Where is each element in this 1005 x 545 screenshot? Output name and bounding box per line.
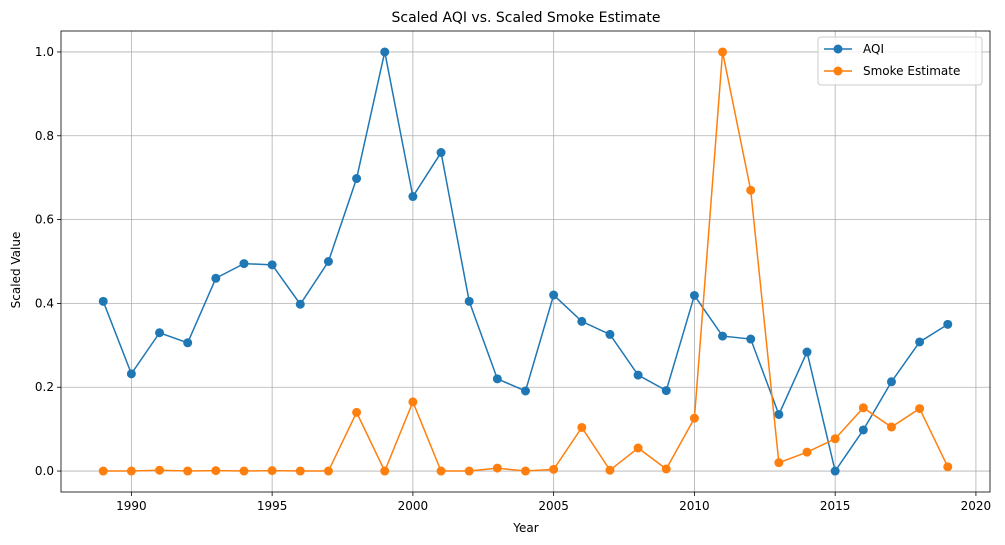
data-point: [886, 377, 896, 387]
data-point: [380, 47, 390, 57]
data-point: [943, 319, 953, 329]
data-point: [549, 464, 559, 474]
x-tick-label: 1995: [257, 499, 288, 513]
data-point: [830, 434, 840, 444]
data-point: [126, 369, 136, 379]
y-tick-label: 0.2: [35, 380, 54, 394]
data-point: [886, 422, 896, 432]
data-point: [858, 425, 868, 435]
data-point: [464, 466, 474, 476]
data-point: [98, 466, 108, 476]
x-tick-label: 1990: [116, 499, 147, 513]
data-point: [323, 257, 333, 266]
data-point: [239, 466, 249, 476]
y-axis-label: Scaled Value: [9, 232, 23, 309]
legend: AQI Smoke Estimate: [817, 36, 983, 86]
data-point: [183, 338, 193, 348]
data-point: [239, 259, 249, 269]
data-point: [718, 47, 728, 57]
data-point: [577, 316, 587, 326]
data-point: [155, 465, 165, 475]
data-point: [915, 337, 925, 347]
plot-frame: [60, 30, 991, 493]
axis-ticks: 1990 1995 2000 2005 2010 2015 2020 0.0 0.2 0.4 0.6…: [35, 45, 991, 513]
y-tick-label: 0.4: [35, 296, 54, 310]
data-point: [718, 331, 728, 341]
data-point: [746, 185, 756, 195]
data-point: [295, 466, 305, 476]
data-point: [267, 260, 277, 270]
x-tick-label: 2005: [538, 499, 569, 513]
data-point: [774, 409, 784, 419]
data-point: [492, 463, 502, 473]
data-point: [126, 466, 136, 476]
x-tick-label: 2020: [961, 499, 992, 513]
data-point: [211, 273, 221, 283]
y-tick-label: 0.8: [35, 129, 54, 143]
data-point: [352, 407, 362, 417]
data-point: [943, 462, 953, 472]
legend-label: AQI: [863, 42, 884, 56]
grid: [61, 31, 990, 492]
data-point: [521, 466, 530, 476]
data-point: [436, 148, 446, 158]
data-point: [521, 386, 530, 396]
data-point: [605, 329, 615, 339]
y-tick-label: 0.0: [35, 464, 54, 478]
data-point: [858, 403, 868, 413]
data-point: [549, 290, 559, 300]
data-point: [830, 466, 840, 476]
data-point: [408, 397, 418, 407]
y-tick-label: 1.0: [35, 45, 54, 59]
data-point: [661, 464, 671, 474]
data-point: [915, 404, 925, 414]
chart-title: Scaled AQI vs. Scaled Smoke Estimate: [391, 10, 660, 26]
data-point: [155, 328, 165, 338]
data-point: [689, 290, 699, 300]
data-point: [295, 299, 305, 309]
x-tick-label: 2010: [679, 499, 710, 513]
data-point: [774, 458, 784, 468]
data-point: [183, 466, 193, 476]
series-layer: [98, 47, 953, 476]
legend-marker: [833, 66, 843, 76]
data-point: [323, 466, 333, 476]
data-point: [746, 334, 756, 344]
data-point: [211, 466, 221, 476]
data-point: [802, 447, 812, 457]
legend-box: [817, 36, 983, 86]
data-point: [605, 465, 615, 475]
x-tick-label: 2015: [820, 499, 851, 513]
data-point: [464, 296, 474, 306]
data-point: [633, 443, 643, 453]
legend-marker: [833, 44, 843, 54]
data-point: [633, 370, 643, 380]
data-point: [380, 466, 390, 476]
data-point: [408, 192, 418, 202]
series-line-0: [102, 51, 949, 473]
data-point: [802, 347, 812, 357]
legend-label: Smoke Estimate: [863, 64, 960, 78]
x-tick-label: 2000: [398, 499, 429, 513]
data-point: [98, 296, 108, 306]
x-axis-label: Year: [512, 521, 538, 535]
data-point: [689, 413, 699, 423]
data-point: [492, 374, 502, 384]
series-line-1: [103, 51, 949, 473]
y-tick-label: 0.6: [35, 213, 54, 227]
data-point: [436, 466, 446, 476]
data-point: [661, 386, 671, 396]
data-point: [352, 174, 362, 184]
data-point: [267, 466, 277, 476]
data-point: [577, 422, 587, 432]
